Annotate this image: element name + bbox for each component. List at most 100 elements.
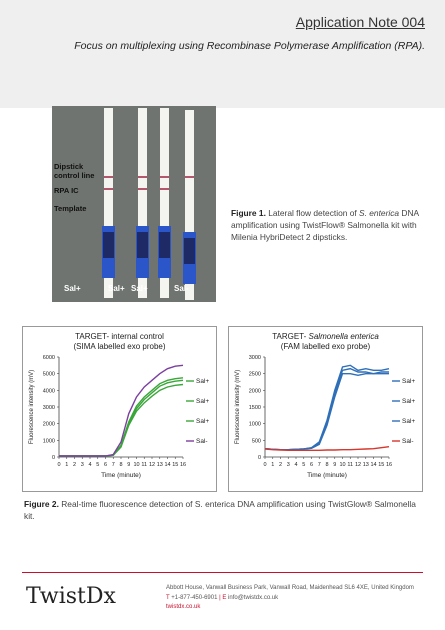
x-tick-label: 2 bbox=[73, 462, 76, 468]
header-band: Application Note 004 Focus on multiplexi… bbox=[0, 0, 445, 108]
strip-label: Sal+ bbox=[108, 284, 125, 293]
chart2-title: TARGET- Salmonella enterica bbox=[229, 332, 422, 342]
ic-line bbox=[160, 188, 169, 190]
legend-label: Sal+ bbox=[402, 398, 415, 405]
series-line bbox=[59, 383, 184, 457]
series-line bbox=[264, 367, 389, 451]
x-tick-label: 7 bbox=[112, 462, 115, 468]
chart1-subtitle: (SIMA labelled exo probe) bbox=[73, 342, 166, 351]
x-tick-label: 1 bbox=[65, 462, 68, 468]
figure1-text-a: Lateral flow detection of bbox=[268, 208, 360, 218]
y-tick-label: 1000 bbox=[249, 422, 261, 428]
sample-pad-dark bbox=[159, 232, 170, 258]
x-tick-label: 0 bbox=[57, 462, 60, 468]
x-tick-label: 9 bbox=[127, 462, 130, 468]
series-line bbox=[59, 379, 184, 457]
series-line bbox=[264, 364, 390, 451]
x-tick-label: 3 bbox=[81, 462, 84, 468]
legend-label: Sal+ bbox=[196, 398, 209, 405]
chart-salmonella: TARGET- Salmonella enterica (FAM labelle… bbox=[228, 326, 423, 492]
x-tick-label: 12 bbox=[355, 462, 361, 468]
dipstick-strip bbox=[136, 108, 149, 298]
y-axis-label: Fluorescence intensity (mV) bbox=[29, 370, 35, 444]
footer-divider bbox=[22, 572, 423, 573]
y-tick-label: 3000 bbox=[43, 405, 55, 411]
x-tick-label: 7 bbox=[318, 462, 321, 468]
y-tick-label: 2000 bbox=[43, 422, 55, 428]
x-tick-label: 10 bbox=[133, 462, 139, 468]
footer-address: Abbott House, Vanwall Business Park, Van… bbox=[166, 585, 414, 591]
figure2-caption: Figure 2. Real-time fluorescence detecti… bbox=[24, 498, 424, 522]
ic-line bbox=[138, 188, 147, 190]
phone-prefix: T bbox=[166, 594, 170, 601]
y-axis-label: Fluorescence intensity (mV) bbox=[235, 370, 241, 444]
x-tick-label: 10 bbox=[339, 462, 345, 468]
footer-email[interactable]: info@twistdx.co.uk bbox=[228, 594, 279, 601]
series-line bbox=[264, 372, 389, 451]
y-tick-label: 5000 bbox=[43, 372, 55, 378]
x-tick-label: 2 bbox=[279, 462, 282, 468]
y-tick-label: 2500 bbox=[249, 372, 261, 378]
x-tick-label: 3 bbox=[287, 462, 290, 468]
series-line bbox=[264, 445, 390, 452]
x-tick-label: 6 bbox=[104, 462, 107, 468]
x-tick-label: 15 bbox=[172, 462, 178, 468]
contact-separator: | bbox=[219, 594, 221, 601]
legend-label: Sal+ bbox=[196, 418, 209, 425]
x-tick-label: 8 bbox=[325, 462, 328, 468]
strip-label: Sal+ bbox=[131, 284, 148, 293]
control-line bbox=[138, 176, 147, 178]
legend-label: Sal+ bbox=[402, 418, 415, 425]
figure1-prefix: Figure 1. bbox=[231, 208, 266, 218]
y-tick-label: 6000 bbox=[43, 355, 55, 361]
figure2-text: Real-time fluorescence detection of S. e… bbox=[24, 499, 416, 521]
label-template: Template bbox=[54, 204, 87, 213]
twistdx-logo: TwistDx bbox=[26, 584, 116, 609]
x-tick-label: 15 bbox=[378, 462, 384, 468]
x-tick-label: 0 bbox=[263, 462, 266, 468]
strip-label: Sal+ bbox=[64, 284, 81, 293]
figure1-text-b: DNA amplification using TwistFlow® Salmo… bbox=[231, 208, 419, 242]
figure2-prefix: Figure 2. bbox=[24, 499, 59, 509]
label-control-line: Dipstick control line bbox=[54, 162, 95, 180]
footer-phone: +1-877-450-6901 bbox=[171, 594, 218, 601]
chart2-title-a: TARGET- bbox=[272, 332, 309, 341]
x-tick-label: 5 bbox=[302, 462, 305, 468]
footer-website[interactable]: twistdx.co.uk bbox=[166, 604, 201, 610]
x-tick-label: 16 bbox=[386, 462, 392, 468]
y-tick-label: 0 bbox=[258, 455, 261, 461]
legend-label: Sal+ bbox=[402, 378, 415, 385]
dipstick-strip bbox=[183, 110, 196, 300]
sample-pad-dark bbox=[103, 232, 114, 258]
footer-address-block: Abbott House, Vanwall Business Park, Van… bbox=[166, 584, 414, 613]
ic-line bbox=[104, 188, 113, 190]
x-tick-label: 4 bbox=[294, 462, 297, 468]
y-tick-label: 2000 bbox=[249, 388, 261, 394]
x-tick-label: 9 bbox=[333, 462, 336, 468]
x-tick-label: 8 bbox=[119, 462, 122, 468]
x-tick-label: 12 bbox=[149, 462, 155, 468]
figure1-caption: Figure 1. Lateral flow detection of S. e… bbox=[231, 207, 431, 243]
control-line bbox=[160, 176, 169, 178]
x-tick-label: 5 bbox=[96, 462, 99, 468]
y-tick-label: 1000 bbox=[43, 438, 55, 444]
x-tick-label: 4 bbox=[88, 462, 91, 468]
x-tick-label: 11 bbox=[347, 462, 353, 468]
legend-label: Sal- bbox=[196, 438, 208, 445]
y-tick-label: 0 bbox=[52, 455, 55, 461]
figure1-species: S. enterica bbox=[359, 208, 400, 218]
x-tick-label: 13 bbox=[363, 462, 369, 468]
chart2-title-b: Salmonella enterica bbox=[308, 332, 379, 341]
sample-pad-dark bbox=[184, 238, 195, 264]
x-tick-label: 11 bbox=[141, 462, 147, 468]
series-line bbox=[59, 364, 184, 457]
dipstick-strip bbox=[158, 108, 171, 298]
label-rpa-ic: RPA IC bbox=[54, 186, 79, 195]
x-axis-label: Time (minute) bbox=[101, 472, 141, 479]
sample-pad-dark bbox=[137, 232, 148, 258]
legend-label: Sal+ bbox=[196, 378, 209, 385]
y-tick-label: 1500 bbox=[249, 405, 261, 411]
x-tick-label: 14 bbox=[370, 462, 376, 468]
